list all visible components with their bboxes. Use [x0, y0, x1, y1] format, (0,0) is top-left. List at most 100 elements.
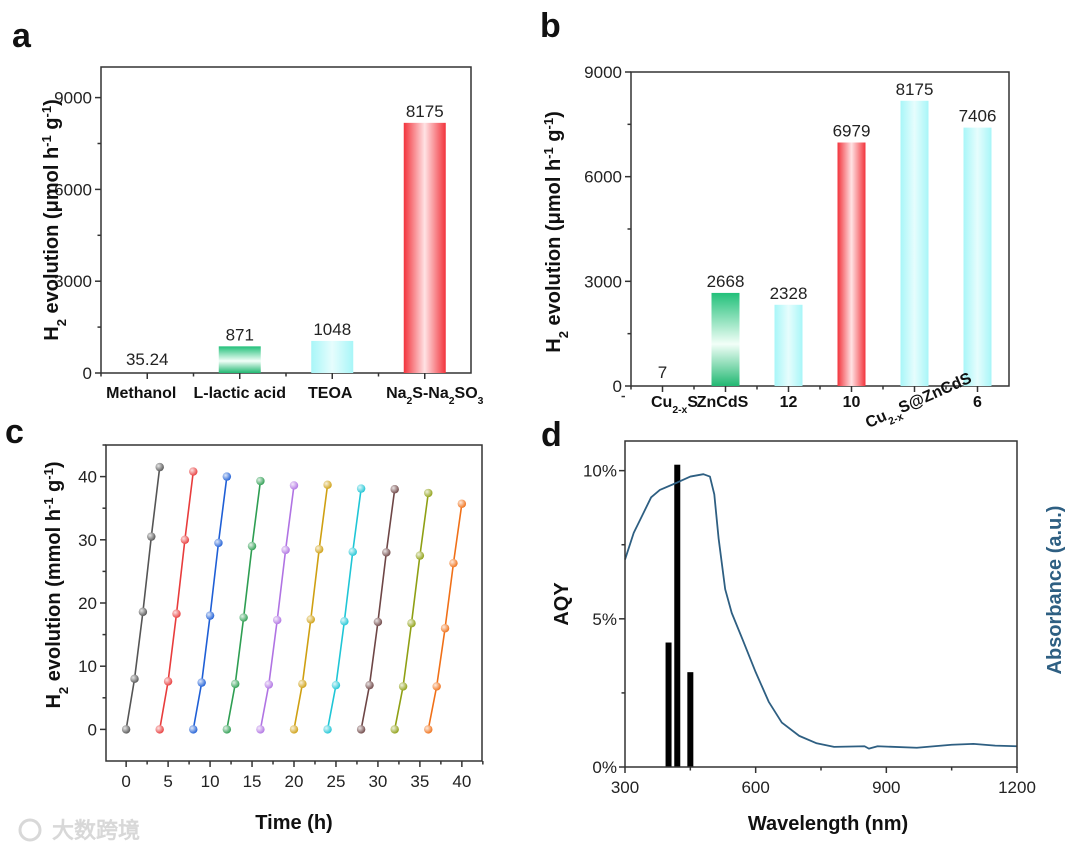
data-point-highlight	[163, 677, 173, 686]
x-category-label: 10	[843, 394, 861, 411]
series-line	[192, 476, 228, 730]
data-point-highlight	[390, 725, 399, 734]
x-tick-label: 600	[741, 778, 769, 797]
aqy-bar	[665, 642, 672, 767]
series-8	[356, 485, 399, 734]
series-2	[155, 467, 198, 734]
series-9	[390, 488, 433, 734]
bar-value-label: 8175	[896, 80, 934, 99]
panel-label-c: c	[5, 413, 24, 451]
y-tick-label: 3000	[584, 272, 622, 291]
y-tick-label: 30	[78, 531, 97, 550]
data-point-highlight	[231, 679, 240, 689]
data-point-highlight	[147, 532, 156, 541]
x-category-label: ZnCdS	[697, 394, 749, 411]
panel-label-a: a	[12, 17, 32, 55]
watermark-logo-icon	[18, 818, 42, 842]
absorbance-line	[624, 473, 1018, 750]
x-tick-label: 25	[327, 772, 346, 791]
data-point-highlight	[415, 551, 425, 560]
x-axis-title: Wavelength (nm)	[748, 813, 908, 835]
data-point-highlight	[155, 725, 164, 734]
bar-value-label: 8175	[406, 102, 444, 121]
data-point-highlight	[298, 679, 307, 689]
series-line	[393, 492, 430, 730]
x-category-label: 12	[780, 394, 798, 411]
data-point-highlight	[432, 682, 441, 691]
series-line	[427, 503, 463, 730]
data-point-highlight	[155, 462, 164, 472]
data-point-highlight	[356, 484, 366, 493]
x-tick-label: 300	[611, 778, 639, 797]
data-point-highlight	[356, 725, 366, 734]
y-tick-label: 9000	[584, 63, 622, 82]
bar-b-4	[900, 100, 929, 387]
x-tick-label: 5	[163, 772, 172, 791]
bar-value-label: 6979	[833, 122, 871, 141]
series-line	[259, 485, 295, 730]
data-point-highlight	[314, 545, 324, 554]
y-tick-label: 9000	[54, 89, 92, 108]
data-point-highlight	[239, 613, 248, 622]
bar-value-label: 35.24	[126, 350, 169, 369]
data-point-highlight	[180, 535, 190, 544]
series-6	[289, 480, 332, 734]
data-point-highlight	[289, 481, 299, 490]
x-tick-label: 35	[410, 772, 429, 791]
series-line	[125, 467, 161, 730]
series-line	[158, 471, 195, 730]
series-3	[189, 472, 232, 734]
x-category-label: 6	[973, 394, 982, 411]
data-point-highlight	[424, 725, 433, 734]
x-category-label: Na2S-Na2SO3	[386, 385, 484, 407]
x-tick-label: 15	[243, 772, 262, 791]
x-tick-label: 20	[285, 772, 304, 791]
data-point-highlight	[331, 680, 341, 690]
bar-b-5	[963, 127, 992, 387]
y-tick-label: 6000	[584, 168, 622, 187]
data-point-highlight	[440, 624, 450, 633]
y-axis-title: H2 evolution (mmol h-1 g-1)	[41, 461, 71, 708]
x-tick-label: 1200	[998, 778, 1036, 797]
y-tick-label: 0	[613, 377, 622, 396]
data-point-highlight	[130, 674, 139, 684]
x-category-label: L-lactic acid	[194, 385, 286, 402]
bar-b-3	[837, 142, 866, 386]
data-point-highlight	[247, 541, 257, 551]
y-tick-label: 5%	[592, 610, 617, 629]
bar-b-2	[774, 304, 803, 386]
x-tick-label: 900	[872, 778, 900, 797]
data-point-highlight	[189, 467, 198, 476]
x-category-label: Methanol	[106, 385, 176, 402]
y-tick-label: 20	[78, 594, 97, 613]
series-line	[360, 489, 396, 730]
data-point-highlight	[323, 725, 332, 734]
data-point-highlight	[222, 472, 232, 481]
y-axis-title: AQY	[551, 582, 573, 626]
series-line	[293, 484, 329, 730]
bar-value-label: 1048	[313, 320, 351, 339]
data-point-highlight	[407, 619, 416, 628]
series-7	[323, 484, 366, 734]
bar-value-label: 7406	[959, 107, 997, 126]
bar-a-1	[218, 346, 261, 373]
x-category-label: TEOA	[308, 385, 353, 402]
y-axis-title: H2 evolution (μmol h-1 g-1)	[541, 111, 571, 353]
data-point-highlight	[398, 682, 408, 691]
x-axis-title: Time (h)	[255, 812, 332, 834]
data-point-highlight	[390, 485, 399, 494]
watermark-text: 大数跨境	[52, 818, 140, 843]
bar-value-label: 2328	[770, 284, 808, 303]
y-axis-title: H2 evolution (μmol h-1 g-1)	[39, 99, 69, 341]
bar-a-2	[311, 340, 354, 373]
data-point-highlight	[256, 476, 265, 486]
data-point-highlight	[365, 680, 374, 690]
data-point-highlight	[264, 680, 274, 689]
aqy-bar	[674, 464, 681, 767]
bar-value-label: 2668	[707, 272, 745, 291]
data-point-highlight	[449, 558, 458, 568]
bar-a-3	[403, 122, 446, 373]
data-point-highlight	[424, 488, 433, 498]
series-4	[222, 476, 265, 734]
